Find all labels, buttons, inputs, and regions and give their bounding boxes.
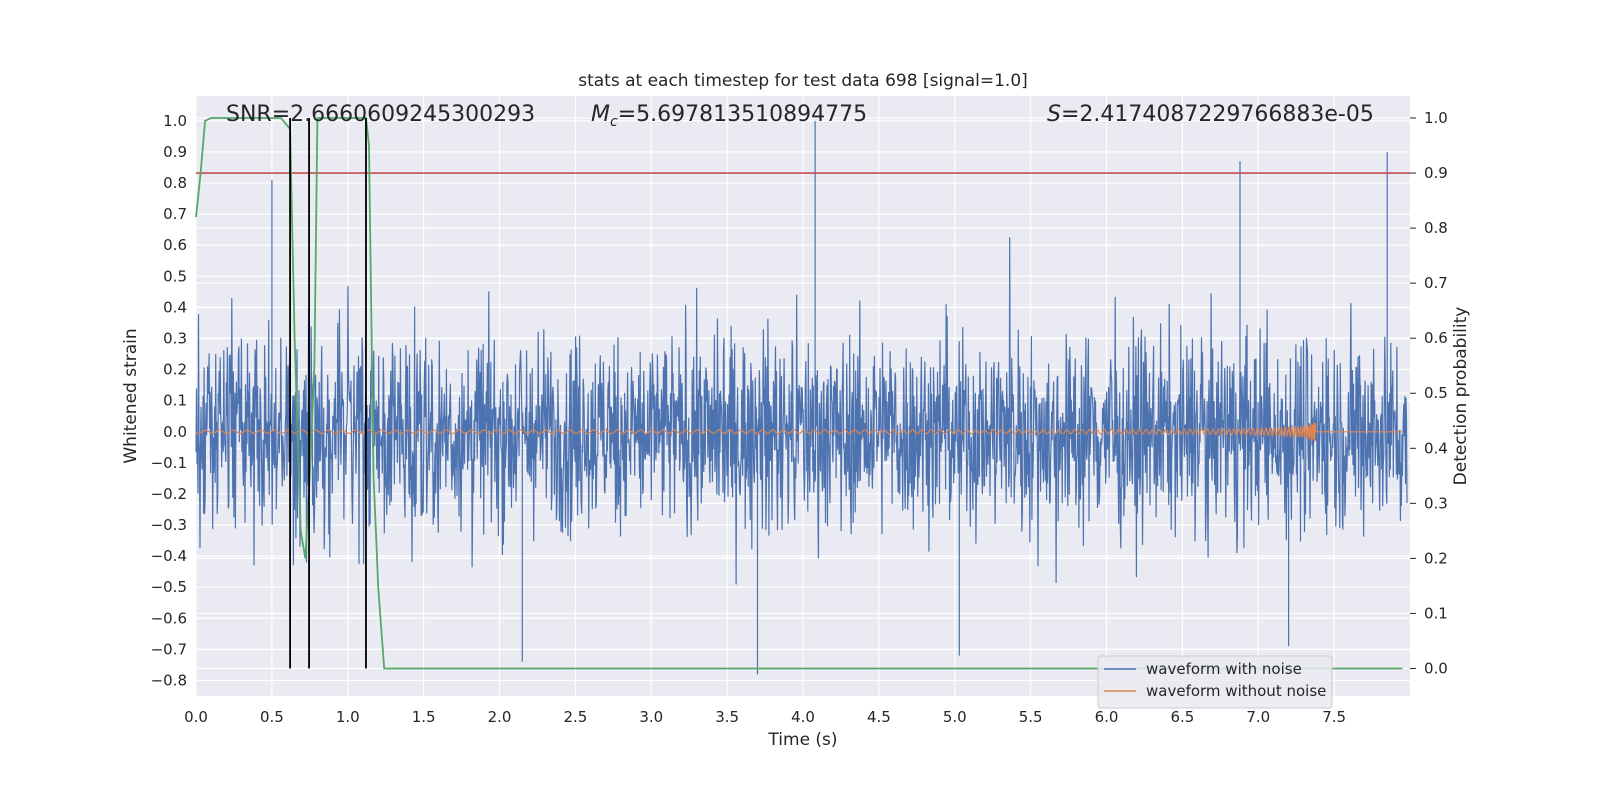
legend-label-noise: waveform with noise [1146, 660, 1302, 678]
x-tick-label: 4.5 [867, 708, 891, 726]
y-tick-label: 0.5 [163, 267, 187, 285]
y-tick-label: −0.8 [151, 671, 187, 689]
legend-label-clean: waveform without noise [1146, 682, 1326, 700]
y-tick-label: 0.6 [163, 236, 187, 254]
y2-tick-label: 0.6 [1424, 329, 1448, 347]
x-axis-ticks: 0.0 0.5 1.0 1.5 2.0 2.5 3.0 3.5 4.0 4.5 5.0 5.5 6.0 6… [184, 708, 1346, 726]
chart-title: stats at each timestep for test data 698… [578, 71, 1028, 91]
y-tick-label: 0.4 [163, 298, 187, 316]
y-tick-label: −0.2 [151, 485, 187, 503]
y-tick-label: 0.1 [163, 392, 187, 410]
chirp-mass-value: =5.697813510894775 [618, 102, 867, 127]
chirp-mass-annotation: Mc=5.697813510894775 [591, 102, 867, 130]
y-tick-label: 0.0 [163, 423, 187, 441]
clean-waveform-line [195, 421, 1403, 443]
y-tick-label: −0.6 [151, 609, 187, 627]
y-tick-label: 0.8 [163, 174, 187, 192]
s-value: =2.4174087229766883e-05 [1061, 102, 1374, 127]
x-tick-label: 1.5 [412, 708, 436, 726]
s-symbol: S [1047, 102, 1061, 127]
y-tick-label: −0.5 [151, 578, 187, 596]
detection-probability-line [195, 117, 1403, 670]
x-tick-label: 3.0 [639, 708, 663, 726]
y2-axis-ticks: 1.0 0.9 0.8 0.7 0.6 0.5 0.4 0.3 0.2 0.1 0.0 [1410, 109, 1448, 677]
y2-tick-label: 0.8 [1424, 219, 1448, 237]
data-traces [195, 117, 1410, 675]
x-tick-label: 2.0 [488, 708, 512, 726]
y-tick-label: 0.3 [163, 329, 187, 347]
x-tick-label: 0.5 [260, 708, 284, 726]
x-tick-label: 2.5 [563, 708, 587, 726]
y-tick-label: −0.1 [151, 454, 187, 472]
y2-tick-label: 0.3 [1424, 494, 1448, 512]
chirp-mass-symbol: M [591, 102, 610, 127]
y-tick-label: 0.9 [163, 143, 187, 161]
y2-tick-label: 0.4 [1424, 439, 1448, 457]
y2-tick-label: 0.9 [1424, 164, 1448, 182]
x-axis-label: Time (s) [767, 730, 837, 750]
snr-annotation: SNR=2.6660609245300293 [226, 102, 535, 127]
y-tick-label: 0.2 [163, 361, 187, 379]
x-tick-label: 3.5 [715, 708, 739, 726]
x-tick-label: 7.0 [1246, 708, 1270, 726]
x-tick-label: 7.5 [1322, 708, 1346, 726]
s-annotation: S=2.4174087229766883e-05 [1047, 102, 1374, 127]
x-tick-label: 4.0 [791, 708, 815, 726]
x-tick-label: 6.0 [1095, 708, 1119, 726]
y2-tick-label: 1.0 [1424, 109, 1448, 127]
y-tick-label: −0.7 [151, 640, 187, 658]
noisy-waveform-line [195, 120, 1408, 675]
y-axis-label: Whitened strain [121, 328, 141, 463]
y-tick-label: −0.4 [151, 547, 187, 565]
legend-box [1097, 655, 1333, 709]
chirp-mass-subscript: c [610, 114, 618, 130]
x-tick-label: 0.0 [184, 708, 208, 726]
y2-tick-label: 0.7 [1424, 274, 1448, 292]
y-axis-ticks: 1.0 0.9 0.8 0.7 0.6 0.5 0.4 0.3 0.2 0.1 0.0 −0.1 −0.… [151, 112, 187, 690]
legend: waveform with noise waveform without noi… [1097, 655, 1333, 709]
y2-tick-label: 0.1 [1424, 604, 1448, 622]
y-tick-label: 1.0 [163, 112, 187, 130]
y2-tick-label: 0.2 [1424, 549, 1448, 567]
x-tick-label: 6.5 [1170, 708, 1194, 726]
x-tick-label: 5.5 [1019, 708, 1043, 726]
x-tick-label: 5.0 [943, 708, 967, 726]
y-tick-label: 0.7 [163, 205, 187, 223]
x-tick-label: 1.0 [336, 708, 360, 726]
y2-tick-label: 0.0 [1424, 659, 1448, 677]
y2-axis-label: Detection probability [1451, 307, 1471, 486]
y-tick-label: −0.3 [151, 516, 187, 534]
y2-tick-label: 0.5 [1424, 384, 1448, 402]
